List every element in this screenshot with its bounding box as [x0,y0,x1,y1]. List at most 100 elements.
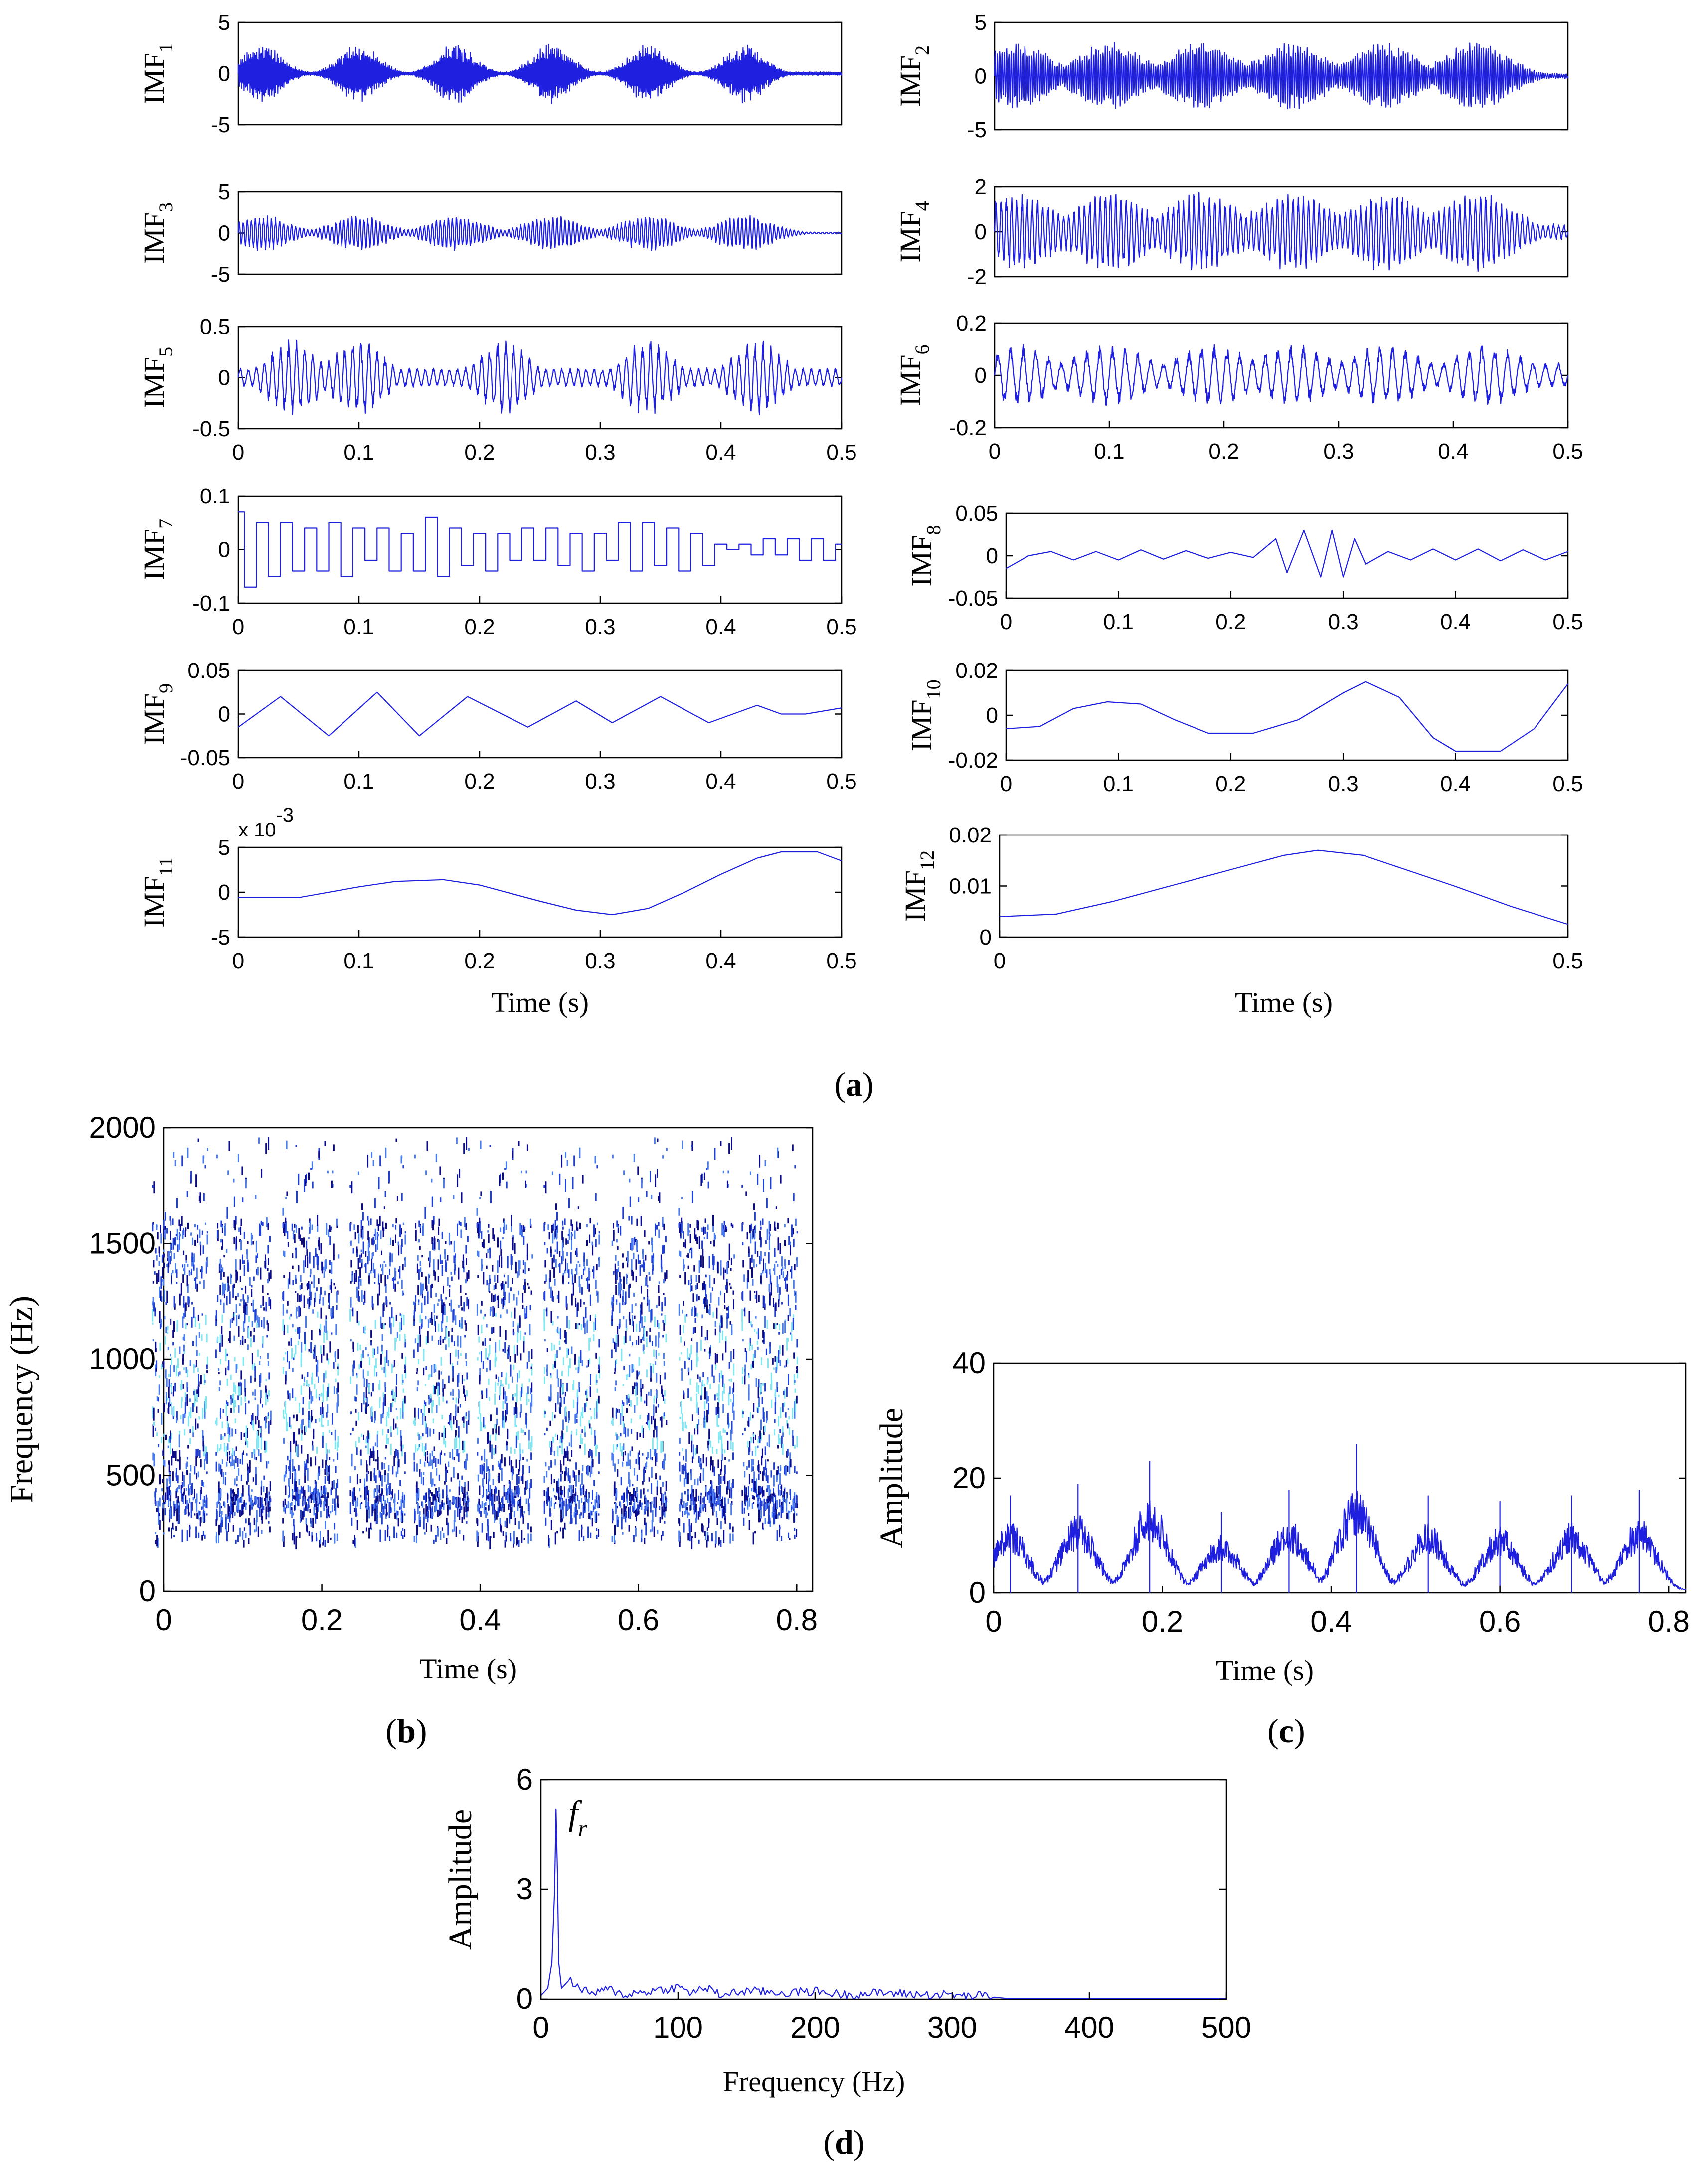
spectrogram-cell [380,1471,381,1481]
spectrogram-cell [596,1264,598,1271]
spectrogram-cell [445,1266,447,1272]
spectrogram-cell [652,1363,654,1373]
spectrogram-cell [326,1353,328,1361]
spectrogram-cell [441,1415,443,1419]
spectrogram-cell [586,1224,588,1228]
spectrogram-cell [726,1487,728,1495]
spectrogram-cell [152,1476,154,1483]
spectrogram-cell [370,1522,372,1529]
spectrogram-cell [683,1390,684,1395]
spectrogram-cell [336,1483,338,1489]
spectrogram-cell [350,1339,352,1342]
spectrogram-cell [455,1526,457,1537]
spectrogram-cell [170,1230,171,1240]
spectrogram-cell [219,1380,221,1386]
spectrogram-cell [419,1261,421,1266]
spectrogram-cell [458,1390,460,1398]
spectrogram-cell [453,1520,455,1532]
imf9-xtick-label: 0.1 [343,769,374,794]
spectrogram-cell [662,1155,664,1159]
spectrogram-cell [565,1451,567,1458]
spectrogram-cell [575,1513,577,1525]
spectrogram-cell [612,1453,614,1466]
spectrogram-cell [323,1345,325,1356]
spectrogram-cell [438,1370,440,1380]
spectrogram-cell [293,1414,295,1419]
spectrogram-cell [683,1325,684,1333]
spectrogram-cell [641,1533,643,1538]
imf5-xtick-label: 0.3 [585,440,615,465]
spectrogram-cell [189,1473,191,1485]
spectrogram-cell [645,1470,646,1473]
spectrogram-cell [260,1220,262,1225]
spectrogram-cell [302,1407,304,1415]
spectrogram-cell [399,1266,401,1279]
spectrogram-cell [777,1466,779,1469]
spectrogram-cell [595,1193,597,1201]
spectrogram-cell [570,1434,572,1448]
spectrogram-cell [352,1307,354,1317]
spectrogram-cell [727,1481,729,1490]
spectrogram-cell [704,1227,706,1234]
spectrogram-cell [625,1506,627,1512]
spectrogram-cell [462,1487,464,1494]
spectrogram-cell [305,1339,306,1351]
spectrogram-cell [612,1154,614,1159]
spectrogram-cell [458,1426,460,1438]
spectrogram-cell [612,1508,614,1521]
spectrogram-cell [596,1379,598,1383]
spectrogram-cell [691,1414,693,1421]
spectrogram-cell [560,1436,562,1442]
spectrogram-cell [698,1237,700,1248]
spectrogram-cell [645,1277,647,1286]
spectrogram-cell [566,1383,568,1392]
spectrogram-cell [579,1264,581,1267]
spectrogram-cell [589,1234,591,1243]
spectrogram-cell [479,1352,481,1355]
spectrogram-cell [494,1350,496,1363]
spectrogram-cell [228,1285,230,1291]
spectrogram-cell [690,1345,692,1355]
spectrogram-cell [423,1472,425,1475]
spectrogram-cell [596,1165,598,1169]
spectrogram-cell [226,1384,228,1386]
spectrogram-cell [728,1143,730,1154]
spectrogram-cell [241,1504,243,1512]
spectrogram-cell [364,1478,366,1490]
spectrogram-cell [765,1459,767,1470]
spectrogram-cell [544,1281,546,1284]
spectrogram-cell [525,1170,527,1174]
spectrogram-cell [703,1172,705,1180]
spectrogram-cell [592,1489,593,1500]
spectrogram-cell [457,1350,459,1356]
spectrogram-cell [368,1220,370,1226]
spectrogram-cell [714,1353,716,1365]
spectrogram-cell [622,1532,624,1535]
spectrogram-cell [313,1275,315,1288]
spectrogram-cell [464,1217,466,1227]
imf9-ylabel: IMF9 [138,683,177,745]
spectrogram-cell [571,1240,572,1250]
spectrogram-cell [729,1386,731,1394]
spectrogram-cell [182,1471,184,1481]
spectrogram-cell [456,1137,458,1144]
spectrogram-cell [261,1320,263,1327]
spectrogram-cell [398,1489,399,1500]
spectrogram-cell [563,1486,565,1498]
spectrogram-cell [525,1180,526,1188]
spectrogram-cell [553,1344,555,1350]
spectrogram-cell [656,1486,658,1496]
spectrogram-cell [452,1397,454,1400]
spectrogram-cell [414,1508,416,1521]
spectrogram-cell [519,1460,521,1472]
spectrogram-cell [571,1450,573,1457]
spectrogram-cell [503,1221,505,1234]
spectrogram-cell [316,1533,317,1542]
spectrogram-cell [414,1407,416,1421]
spectrogram-cell [629,1354,631,1357]
spectrogram-cell [171,1402,172,1415]
spectrogram-cell [158,1261,160,1266]
spectrogram-cell [706,1300,708,1313]
